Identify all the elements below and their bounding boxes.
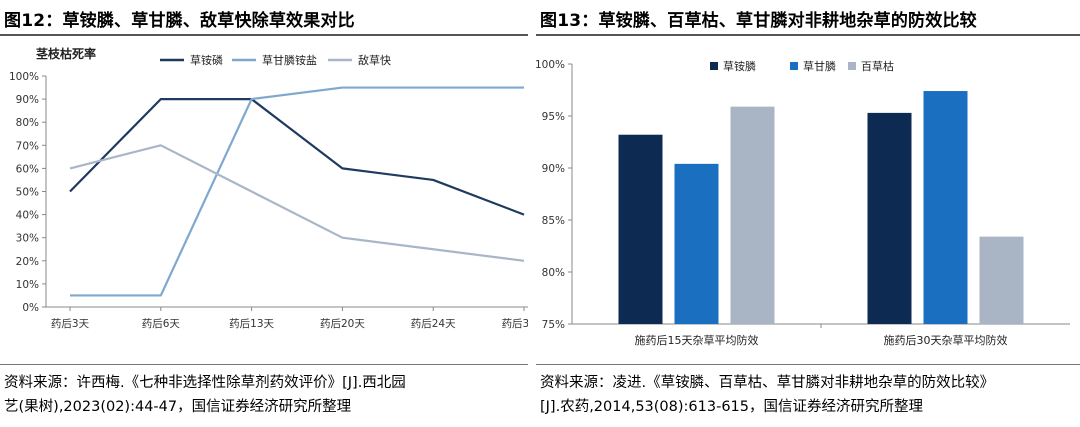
y-tick-label: 75%	[542, 319, 565, 331]
bar-1-group-2	[867, 112, 912, 324]
left-title-rule	[0, 34, 528, 36]
legend-swatch-3	[848, 62, 856, 70]
series-line-1	[69, 97, 525, 216]
y-tick-label: 50%	[16, 187, 39, 199]
y-tick-label: 70%	[16, 140, 39, 152]
y-tick-label: 40%	[16, 210, 39, 222]
right-source-line-1: 资料来源：凌进.《草铵膦、百草枯、草甘膦对非耕地杂草的防效比较》	[540, 375, 995, 391]
legend-label-1: 草铵膦	[723, 59, 756, 73]
y-tick-label: 90%	[542, 163, 565, 175]
bar-2-group-2	[923, 91, 968, 324]
y-tick-label: 90%	[16, 94, 39, 106]
y-tick-label: 100%	[9, 71, 39, 83]
right-figure-title: 图13：草铵膦、百草枯、草甘膦对非耕地杂草的防效比较	[540, 11, 977, 31]
legend-label-3: 百草枯	[861, 59, 894, 73]
legend-swatch-2	[790, 62, 798, 70]
legend-swatch-1	[710, 62, 718, 70]
legend-label-2: 草甘膦	[803, 60, 836, 73]
x-tick-label: 药后30天	[502, 318, 528, 330]
right-source-line-2: [J].农药,2014,53(08):613-615，国信证券经济研究所整理	[540, 399, 924, 415]
x-tick-label: 药后6天	[142, 318, 181, 330]
y-tick-label: 100%	[536, 59, 565, 71]
y-tick-label: 95%	[542, 111, 565, 123]
y-axis-label: 茎枝枯死率	[36, 46, 96, 61]
legend-label-2: 草甘膦铵盐	[262, 53, 317, 67]
y-tick-label: 0%	[22, 302, 39, 314]
series-line-3	[69, 144, 525, 262]
left-source-line-2: 艺(果树),2023(02):44-47，国信证券经济研究所整理	[4, 399, 352, 415]
x-tick-label: 药后3天	[51, 318, 90, 330]
y-tick-label: 10%	[16, 279, 39, 291]
left-figure-title: 图12：草铵膦、草甘膦、敌草快除草效果对比	[4, 11, 355, 31]
right-source-rule	[536, 364, 1080, 365]
bar-2-group-1	[674, 163, 719, 324]
legend-label-3: 敌草快	[358, 53, 391, 67]
y-tick-label: 20%	[16, 256, 39, 268]
left-figure-panel: 图12：草铵膦、草甘膦、敌草快除草效果对比 茎枝枯死率 0% 10% 20% 30% 40…	[0, 0, 528, 427]
legend-label-1: 草铵磷	[190, 53, 223, 67]
y-tick-label: 80%	[542, 267, 565, 279]
y-tick-label: 85%	[542, 215, 565, 227]
bar-1-group-1	[618, 134, 663, 324]
bar-3-group-1	[730, 106, 775, 324]
left-source-rule	[0, 364, 528, 365]
series-line-2	[70, 86, 524, 297]
x-tick-label: 药后20天	[320, 318, 365, 330]
y-tick-label: 80%	[16, 117, 39, 129]
line-chart: 茎枝枯死率 0% 10% 20% 30% 40% 50% 60% 70% 80% 90% 100% 药后…	[9, 46, 528, 330]
x-tick-label: 药后13天	[229, 318, 274, 330]
y-tick-label: 60%	[16, 163, 39, 175]
right-figure-panel: 图13：草铵膦、百草枯、草甘膦对非耕地杂草的防效比较 75% 80% 85% 90% 9…	[536, 0, 1080, 427]
x-tick-label: 施药后15天杂草平均防效	[635, 333, 759, 347]
y-tick-label: 30%	[16, 233, 39, 245]
left-source-line-1: 资料来源：许西梅.《七种非选择性除草剂药效评价》[J].西北园	[4, 375, 406, 391]
x-tick-label: 药后24天	[411, 318, 456, 330]
bar-3-group-2	[979, 236, 1024, 324]
right-title-rule	[536, 34, 1080, 36]
x-tick-label: 施药后30天杂草平均防效	[884, 333, 1008, 347]
bar-chart: 75% 80% 85% 90% 95% 100% 施药后15天杂草平均防效 施药后30天杂草平…	[536, 59, 1070, 347]
